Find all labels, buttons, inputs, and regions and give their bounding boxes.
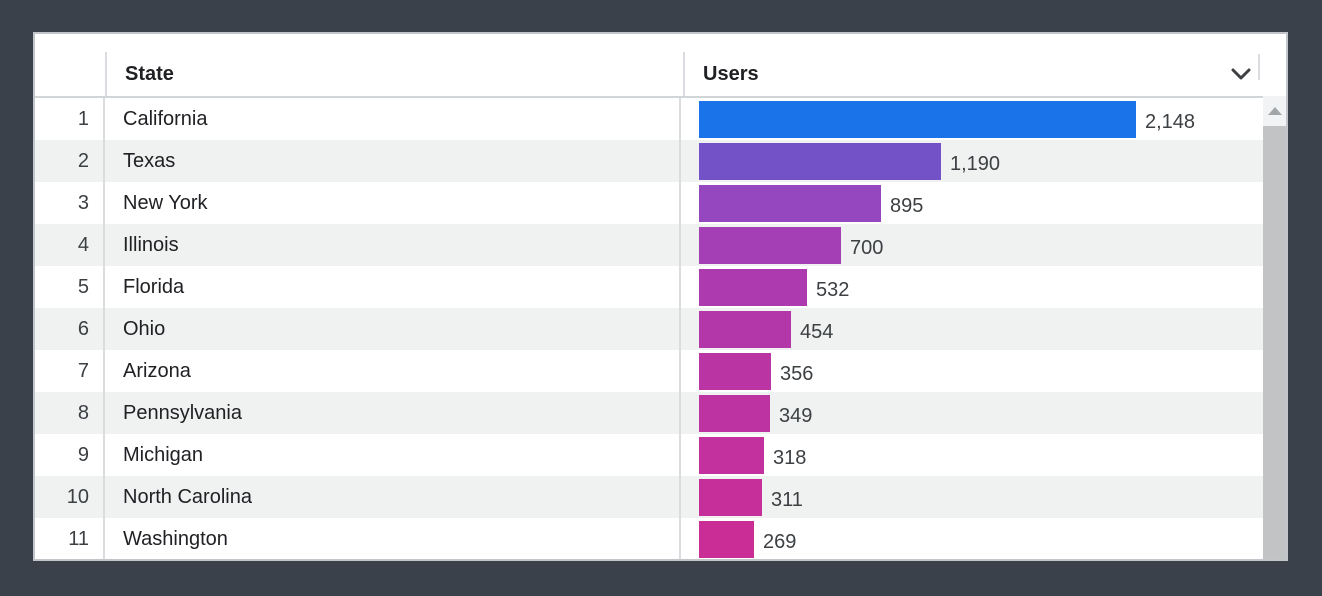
row-rank: 9: [35, 434, 105, 476]
table-row: 10 North Carolina 311: [35, 476, 1286, 518]
table-row: 3 New York 895: [35, 182, 1286, 224]
column-header-rank: [35, 52, 107, 96]
users-bar: [699, 478, 762, 516]
row-rank: 6: [35, 308, 105, 350]
header-divider: [683, 52, 685, 96]
row-users: 269: [681, 518, 1286, 559]
users-value: 318: [773, 446, 807, 469]
table-row: 2 Texas 1,190: [35, 140, 1286, 182]
row-rank: 4: [35, 224, 105, 266]
users-column-label: Users: [703, 62, 759, 85]
row-users: 532: [681, 266, 1286, 308]
row-state: Pennsylvania: [105, 392, 681, 434]
users-value: 2,148: [1145, 110, 1196, 133]
row-state: New York: [105, 182, 681, 224]
row-state: Michigan: [105, 434, 681, 476]
arrow-up-icon: [1267, 107, 1282, 115]
users-bar: [699, 226, 841, 264]
header-divider: [105, 52, 107, 96]
users-bar: [699, 100, 1136, 138]
row-users: 1,190: [681, 140, 1286, 182]
users-value: 349: [779, 404, 813, 427]
row-rank: 8: [35, 392, 105, 434]
users-value: 700: [850, 236, 884, 259]
table-row: 5 Florida 532: [35, 266, 1286, 308]
users-bar: [699, 268, 807, 306]
row-users: 349: [681, 392, 1286, 434]
row-rank: 5: [35, 266, 105, 308]
users-value: 269: [763, 530, 797, 553]
table-header: State Users: [35, 34, 1286, 98]
column-header-state[interactable]: State: [107, 52, 685, 96]
row-users: 356: [681, 350, 1286, 392]
vertical-scrollbar[interactable]: [1263, 96, 1286, 559]
users-value: 311: [771, 488, 803, 511]
users-by-state-table: State Users 1 California 2,148 2 Texas: [33, 32, 1288, 561]
column-header-users[interactable]: Users: [685, 52, 1286, 96]
row-state: Illinois: [105, 224, 681, 266]
chevron-down-icon[interactable]: [1230, 63, 1252, 85]
users-bar: [699, 436, 764, 474]
row-rank: 2: [35, 140, 105, 182]
row-state: North Carolina: [105, 476, 681, 518]
row-users: 2,148: [681, 98, 1286, 140]
users-value: 454: [800, 320, 834, 343]
table-row: 4 Illinois 700: [35, 224, 1286, 266]
row-users: 700: [681, 224, 1286, 266]
table-row: 6 Ohio 454: [35, 308, 1286, 350]
users-bar: [699, 520, 754, 558]
row-users: 311: [681, 476, 1286, 518]
row-users: 454: [681, 308, 1286, 350]
users-bar: [699, 142, 941, 180]
users-value: 532: [816, 278, 850, 301]
row-state: Florida: [105, 266, 681, 308]
row-rank: 3: [35, 182, 105, 224]
row-rank: 10: [35, 476, 105, 518]
row-state: Texas: [105, 140, 681, 182]
scrollbar-up-button[interactable]: [1263, 96, 1286, 126]
table-body: 1 California 2,148 2 Texas 1,190 3 New Y…: [35, 98, 1286, 559]
table-row: 8 Pennsylvania 349: [35, 392, 1286, 434]
header-divider: [1258, 54, 1260, 80]
table-row: 1 California 2,148: [35, 98, 1286, 140]
users-value: 1,190: [950, 152, 1001, 175]
row-state: California: [105, 98, 681, 140]
row-state: Arizona: [105, 350, 681, 392]
table-row: 11 Washington 269: [35, 518, 1286, 559]
row-users: 318: [681, 434, 1286, 476]
row-rank: 7: [35, 350, 105, 392]
table-row: 9 Michigan 318: [35, 434, 1286, 476]
row-state: Washington: [105, 518, 681, 559]
users-bar: [699, 352, 771, 390]
row-rank: 11: [35, 518, 105, 559]
state-column-label: State: [125, 62, 174, 85]
scrollbar-thumb[interactable]: [1263, 126, 1286, 559]
users-bar: [699, 394, 770, 432]
users-value: 356: [780, 362, 814, 385]
table-row: 7 Arizona 356: [35, 350, 1286, 392]
row-users: 895: [681, 182, 1286, 224]
users-bar: [699, 310, 791, 348]
users-bar: [699, 184, 881, 222]
row-rank: 1: [35, 98, 105, 140]
row-state: Ohio: [105, 308, 681, 350]
users-value: 895: [890, 194, 924, 217]
